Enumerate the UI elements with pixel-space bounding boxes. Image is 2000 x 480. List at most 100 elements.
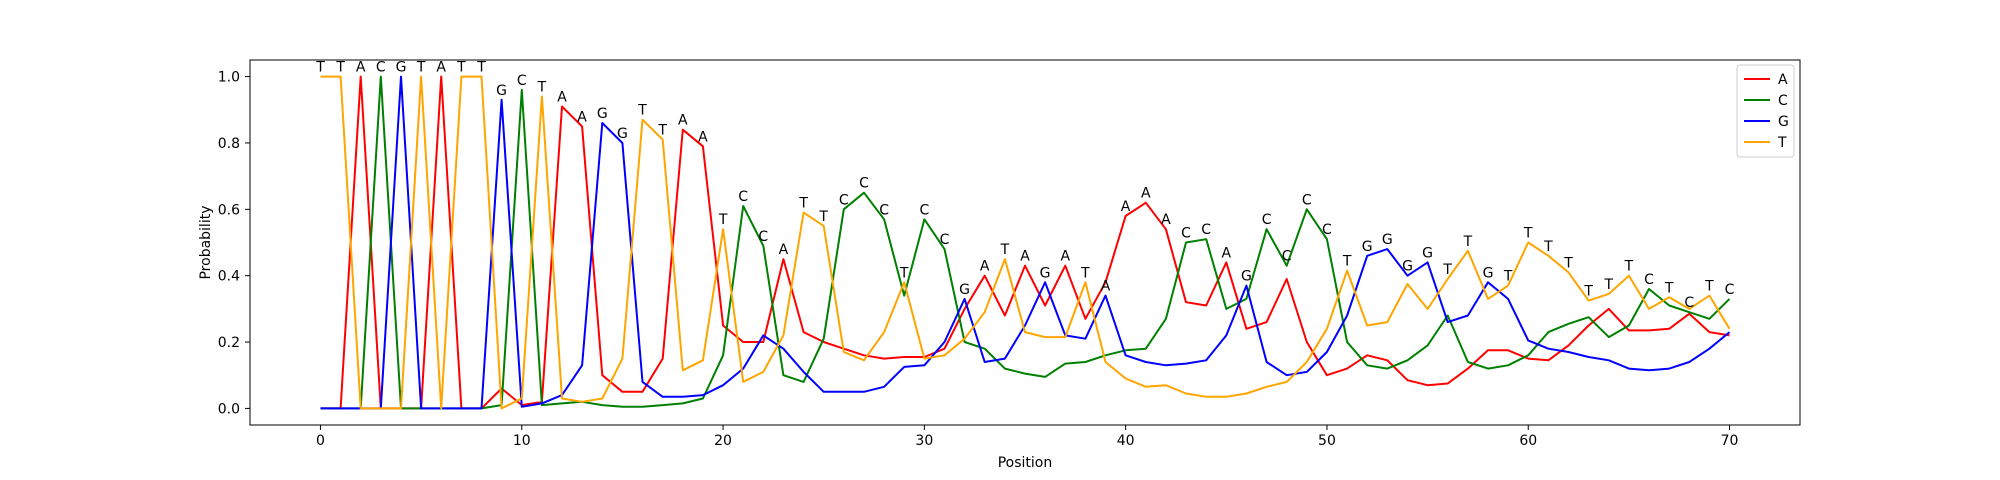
legend-label-C: C bbox=[1778, 93, 1788, 109]
peak-label: T bbox=[1664, 280, 1674, 296]
peak-label: T bbox=[1503, 269, 1513, 285]
x-tick-label: 20 bbox=[714, 433, 732, 449]
peak-label: C bbox=[376, 60, 386, 76]
y-tick-label: 0.8 bbox=[218, 136, 240, 152]
peak-label: A bbox=[1020, 249, 1030, 265]
y-tick-label: 0.4 bbox=[218, 269, 240, 285]
peak-label: C bbox=[879, 202, 889, 218]
y-tick-label: 0.6 bbox=[218, 202, 240, 218]
peak-label: G bbox=[617, 126, 628, 142]
peak-label: G bbox=[1483, 265, 1494, 281]
y-axis-label: Probability bbox=[198, 205, 214, 279]
peak-label: T bbox=[1543, 239, 1553, 255]
peak-label: T bbox=[335, 60, 345, 76]
peak-label: A bbox=[436, 60, 446, 76]
peak-label: T bbox=[416, 60, 426, 76]
peak-label: G bbox=[1382, 232, 1393, 248]
peak-label: A bbox=[1141, 186, 1151, 202]
peak-label: C bbox=[1262, 212, 1272, 228]
peak-label: C bbox=[839, 192, 849, 208]
peak-label: T bbox=[657, 123, 667, 139]
peak-label: T bbox=[718, 212, 728, 228]
peak-label: T bbox=[315, 60, 325, 76]
x-tick-label: 0 bbox=[316, 433, 325, 449]
peak-label: T bbox=[637, 103, 647, 119]
peak-label: G bbox=[597, 106, 608, 122]
y-tick-label: 1.0 bbox=[218, 70, 240, 86]
peak-label: C bbox=[940, 232, 950, 248]
peak-label: A bbox=[577, 109, 587, 125]
peak-label: C bbox=[1181, 226, 1191, 242]
peak-label: T bbox=[1624, 259, 1634, 275]
x-axis-ticks: 0 10 20 30 40 50 60 70 bbox=[316, 425, 1738, 449]
peak-label: C bbox=[1684, 295, 1694, 311]
peak-label: G bbox=[1402, 259, 1413, 275]
peak-label: C bbox=[517, 73, 527, 89]
series-line-A bbox=[320, 75, 1730, 410]
series-line-T bbox=[320, 75, 1731, 410]
x-tick-label: 50 bbox=[1318, 433, 1336, 449]
legend-label-G: G bbox=[1778, 114, 1789, 130]
peak-label: G bbox=[959, 282, 970, 298]
legend-label-A: A bbox=[1778, 72, 1788, 88]
peak-label: T bbox=[1523, 226, 1533, 242]
peak-label: C bbox=[920, 202, 930, 218]
peak-label: T bbox=[899, 265, 909, 281]
peak-label: G bbox=[1040, 265, 1051, 281]
x-tick-label: 60 bbox=[1519, 433, 1537, 449]
plot-frame bbox=[249, 59, 1801, 426]
peak-label: C bbox=[1725, 282, 1735, 298]
x-tick-label: 70 bbox=[1721, 433, 1739, 449]
x-tick-label: 40 bbox=[1117, 433, 1135, 449]
series-line-G bbox=[320, 75, 1731, 410]
peak-label: C bbox=[1201, 222, 1211, 238]
peak-label: T bbox=[456, 60, 466, 76]
peak-label: T bbox=[1080, 265, 1090, 281]
peak-label: T bbox=[818, 209, 828, 225]
series-line-C bbox=[320, 75, 1731, 410]
peak-label: G bbox=[396, 60, 407, 76]
peak-label: C bbox=[1644, 272, 1654, 288]
peak-label: C bbox=[859, 176, 869, 192]
peak-label: A bbox=[1101, 279, 1111, 295]
peak-label: G bbox=[1422, 245, 1433, 261]
peak-label: T bbox=[476, 60, 486, 76]
peak-label: T bbox=[1563, 255, 1573, 271]
peak-label: C bbox=[758, 229, 768, 245]
peak-label: A bbox=[698, 129, 708, 145]
y-tick-label: 0.0 bbox=[218, 401, 240, 417]
peak-label: T bbox=[1604, 277, 1614, 293]
peak-label: A bbox=[779, 242, 789, 258]
x-tick-label: 10 bbox=[513, 433, 531, 449]
peak-label: C bbox=[738, 189, 748, 205]
peak-label: A bbox=[557, 90, 567, 106]
series-lines bbox=[320, 75, 1731, 410]
peak-label: C bbox=[1282, 249, 1292, 265]
y-tick-label: 0.2 bbox=[218, 335, 240, 351]
peak-label: T bbox=[1442, 262, 1452, 278]
peak-label: C bbox=[1322, 222, 1332, 238]
peak-label: A bbox=[1161, 212, 1171, 228]
peak-label: T bbox=[1583, 284, 1593, 300]
peak-label: T bbox=[1342, 254, 1352, 270]
peak-label: A bbox=[1222, 245, 1232, 261]
legend-box bbox=[1736, 64, 1795, 158]
peak-label: T bbox=[1000, 242, 1010, 258]
peak-label: A bbox=[356, 60, 366, 76]
peak-label: A bbox=[1121, 199, 1131, 215]
peak-label: T bbox=[537, 80, 547, 96]
peak-label: C bbox=[1302, 192, 1312, 208]
peak-label: T bbox=[798, 196, 808, 212]
peak-label: G bbox=[496, 83, 507, 99]
y-axis-ticks: 0.0 0.2 0.4 0.6 0.8 1.0 bbox=[218, 70, 250, 417]
x-axis-label: Position bbox=[998, 455, 1053, 471]
peak-label: G bbox=[1241, 269, 1252, 285]
peak-label: A bbox=[980, 259, 990, 275]
peak-label: T bbox=[1704, 279, 1714, 295]
peak-label: A bbox=[1061, 249, 1071, 265]
peak-label: A bbox=[678, 113, 688, 129]
